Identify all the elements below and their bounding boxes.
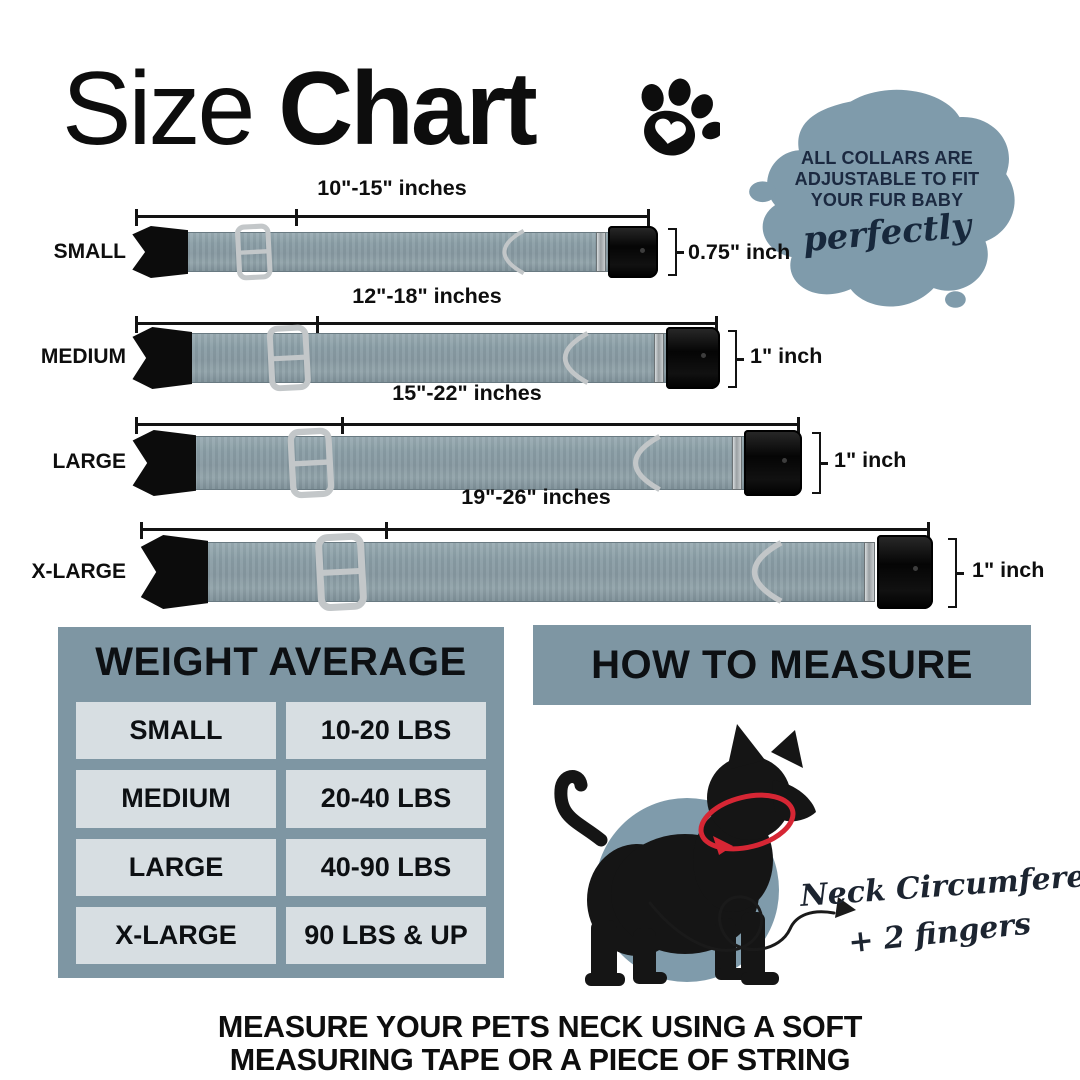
triglide-slider-icon (287, 427, 335, 499)
title-bold: Chart (278, 51, 538, 167)
measure-line-xlarge (140, 522, 930, 539)
buckle-male-icon (132, 226, 188, 278)
weight-table-title: WEIGHT AVERAGE (95, 639, 467, 684)
collar-strap (162, 333, 666, 383)
title-regular: Size (62, 51, 255, 167)
buckle-female-icon (877, 535, 933, 609)
weight-cell: 90 LBS & UP (286, 906, 486, 964)
collar-illustration-small (130, 223, 662, 281)
badge-line-2: ADJUSTABLE TO FIT (794, 168, 980, 189)
weight-cell: 40-90 LBS (286, 838, 486, 896)
swirl-arrow-icon (648, 895, 856, 952)
weight-cell: 20-40 LBS (286, 770, 486, 828)
buckle-loop (732, 436, 742, 490)
badge-line-3: YOUR FUR BABY (810, 189, 964, 210)
footer-instructions: MEASURE YOUR PETS NECK USING A SOFT MEAS… (0, 1011, 1080, 1076)
buckle-male-icon (140, 535, 208, 609)
collar-width-large: 1" inch (834, 448, 907, 472)
width-bracket-medium (728, 330, 744, 388)
collar-width-xlarge: 1" inch (972, 558, 1045, 582)
how-to-measure-title: HOW TO MEASURE (533, 625, 1031, 705)
page-title: Size Chart (62, 50, 538, 169)
collar-illustration-medium (130, 324, 720, 392)
collar-range-large: 15"-22" inches (392, 381, 542, 405)
table-row: X-LARGE 90 LBS & UP (76, 906, 486, 964)
collar-range-small: 10"-15" inches (317, 176, 467, 200)
weight-cell: 10-20 LBS (286, 702, 486, 760)
collar-width-medium: 1" inch (750, 344, 823, 368)
width-bracket-small (668, 228, 684, 276)
collar-range-medium: 12"-18" inches (352, 284, 502, 308)
measure-line-large (135, 417, 800, 434)
table-row: MEDIUM 20-40 LBS (76, 770, 486, 828)
triglide-slider-icon (234, 223, 273, 281)
buckle-female-icon (608, 226, 658, 278)
collar-size-label-xlarge: X-LARGE (31, 560, 127, 583)
size-cell: LARGE (76, 838, 276, 896)
size-cell: X-LARGE (76, 906, 276, 964)
triglide-slider-icon (266, 324, 311, 392)
blob-shape (749, 89, 1015, 308)
collar-size-label-medium: MEDIUM (40, 345, 126, 368)
width-bracket-xlarge (948, 538, 964, 608)
size-cell: SMALL (76, 702, 276, 760)
width-bracket-large (812, 432, 828, 494)
buckle-female-icon (744, 430, 802, 496)
neck-measure-ring (698, 792, 796, 855)
weight-average-table: WEIGHT AVERAGE SMALL 10-20 LBS MEDIUM 20… (58, 627, 504, 978)
adjustable-badge: ALL COLLARS ARE ADJUSTABLE TO FIT YOUR F… (748, 86, 1026, 314)
measure-line-medium (135, 316, 718, 333)
collar-strap (174, 542, 875, 602)
dog-silhouette (554, 724, 816, 986)
d-ring-icon (751, 540, 783, 604)
collar-illustration-xlarge (138, 532, 933, 612)
badge-line-1: ALL COLLARS ARE (801, 148, 973, 168)
collar-illustration-large (130, 427, 802, 499)
footer-line-2: MEASURING TAPE OR A PIECE OF STRING (229, 1042, 851, 1077)
buckle-male-icon (132, 327, 192, 389)
d-ring-icon (562, 331, 589, 385)
triglide-slider-icon (315, 532, 367, 612)
paw-heart-icon (641, 78, 720, 156)
badge-text: ALL COLLARS ARE ADJUSTABLE TO FIT YOUR F… (762, 148, 1012, 260)
footer-line-1: MEASURE YOUR PETS NECK USING A SOFT (217, 1010, 863, 1044)
collar-range-xlarge: 19"-26" inches (461, 485, 611, 509)
table-row: SMALL 10-20 LBS (76, 702, 486, 760)
d-ring-icon (502, 228, 525, 276)
collar-width-small: 0.75" inch (688, 240, 791, 264)
buckle-loop (654, 333, 664, 383)
size-cell: MEDIUM (76, 770, 276, 828)
collar-size-label-small: SMALL (53, 240, 126, 263)
two-fingers-note: + 2 fingers (846, 906, 1033, 961)
buckle-female-icon (666, 327, 720, 389)
collar-size-label-large: LARGE (52, 450, 127, 473)
buckle-male-icon (132, 430, 196, 496)
table-row: LARGE 40-90 LBS (76, 838, 486, 896)
d-ring-icon (633, 434, 661, 492)
neck-circumference-note: Neck Circumference (799, 855, 1080, 915)
buckle-loop (596, 232, 606, 272)
measure-line-small (135, 209, 650, 226)
collar-strap (160, 232, 608, 272)
buckle-loop (864, 542, 875, 602)
